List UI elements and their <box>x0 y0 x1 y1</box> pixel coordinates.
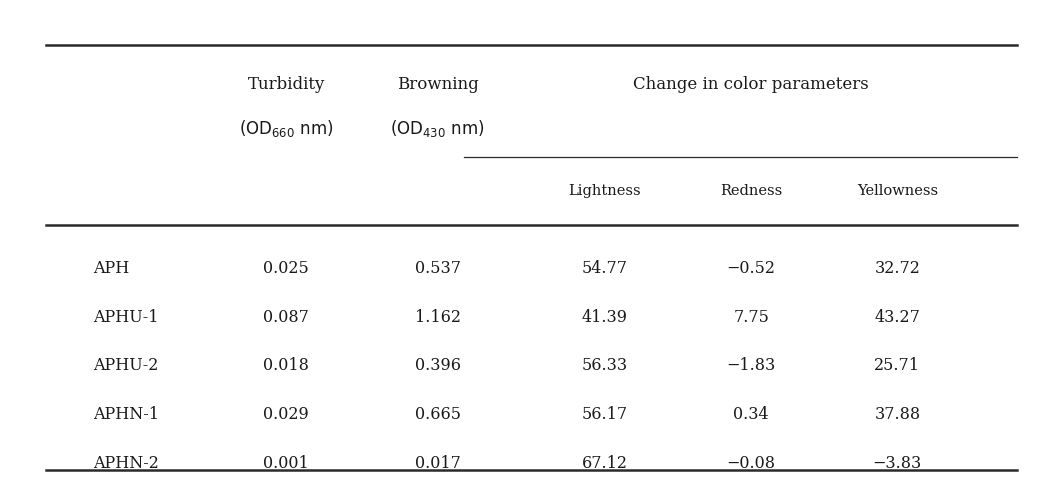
Text: 0.087: 0.087 <box>263 309 310 326</box>
Text: Browning: Browning <box>397 76 478 93</box>
Text: APH: APH <box>93 260 130 277</box>
Text: APHN‑1: APHN‑1 <box>93 406 159 423</box>
Text: 54.77: 54.77 <box>582 260 628 277</box>
Text: 0.029: 0.029 <box>263 406 310 423</box>
Text: 56.17: 56.17 <box>582 406 628 423</box>
Text: 32.72: 32.72 <box>874 260 920 277</box>
Text: $({\rm OD}_{660}\ {\rm nm})$: $({\rm OD}_{660}\ {\rm nm})$ <box>239 118 334 138</box>
Text: −3.83: −3.83 <box>873 454 922 472</box>
Text: 0.537: 0.537 <box>415 260 461 277</box>
Text: Redness: Redness <box>720 184 782 198</box>
Text: Yellowness: Yellowness <box>857 184 938 198</box>
Text: $({\rm OD}_{430}\ {\rm nm})$: $({\rm OD}_{430}\ {\rm nm})$ <box>391 118 485 138</box>
Text: Change in color parameters: Change in color parameters <box>633 76 869 93</box>
Text: 7.75: 7.75 <box>733 309 769 326</box>
Text: APHU‑2: APHU‑2 <box>93 358 158 374</box>
Text: −0.52: −0.52 <box>727 260 776 277</box>
Text: 25.71: 25.71 <box>874 358 920 374</box>
Text: 1.162: 1.162 <box>415 309 461 326</box>
Text: 37.88: 37.88 <box>874 406 920 423</box>
Text: Turbidity: Turbidity <box>247 76 325 93</box>
Text: 0.017: 0.017 <box>415 454 460 472</box>
Text: 0.396: 0.396 <box>415 358 461 374</box>
Text: 56.33: 56.33 <box>582 358 628 374</box>
Text: 0.665: 0.665 <box>415 406 461 423</box>
Text: APHN‑2: APHN‑2 <box>93 454 159 472</box>
Text: 0.001: 0.001 <box>263 454 310 472</box>
Text: −0.08: −0.08 <box>727 454 776 472</box>
Text: 41.39: 41.39 <box>582 309 628 326</box>
Text: Lightness: Lightness <box>569 184 641 198</box>
Text: APHU‑1: APHU‑1 <box>93 309 158 326</box>
Text: 0.018: 0.018 <box>263 358 310 374</box>
Text: 67.12: 67.12 <box>582 454 628 472</box>
Text: 0.025: 0.025 <box>263 260 310 277</box>
Text: 0.34: 0.34 <box>733 406 769 423</box>
Text: −1.83: −1.83 <box>727 358 776 374</box>
Text: 43.27: 43.27 <box>874 309 920 326</box>
